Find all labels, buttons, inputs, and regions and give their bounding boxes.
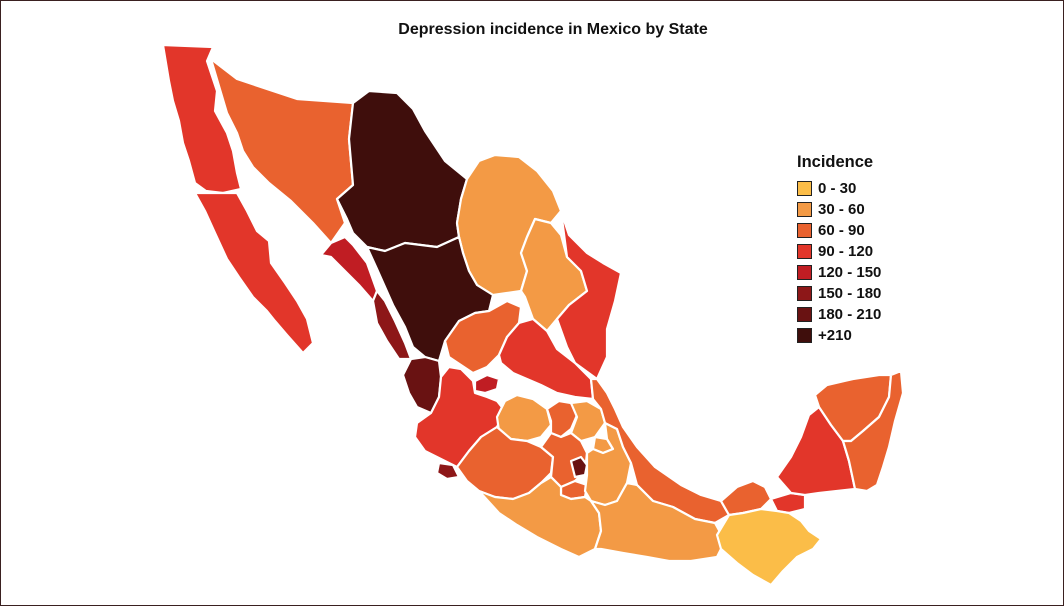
region-guerrero — [477, 475, 603, 559]
legend-label: 90 - 120 — [818, 243, 874, 260]
legend-swatch — [797, 202, 812, 217]
map-legend: Incidence 0 - 30 30 - 60 60 - 90 90 - 120 12… — [797, 153, 881, 346]
region-zacatecas — [443, 299, 523, 375]
legend-item: 180 - 210 — [797, 304, 881, 325]
legend-item: 0 - 30 — [797, 178, 881, 199]
region-queretaro — [545, 399, 579, 439]
legend-swatch — [797, 223, 812, 238]
legend-label: 180 - 210 — [818, 306, 882, 323]
region-chiapas — [715, 507, 823, 587]
legend-label: 0 - 30 — [818, 180, 857, 197]
legend-swatch — [797, 328, 812, 343]
legend-label: 30 - 60 — [818, 201, 865, 218]
legend-swatch — [797, 286, 812, 301]
region-baja-california-sur — [193, 191, 315, 355]
region-quintana-roo — [841, 369, 905, 493]
region-aguascalientes — [473, 373, 501, 395]
legend-item: +210 — [797, 325, 881, 346]
legend-item: 60 - 90 — [797, 220, 881, 241]
region-cdmx — [569, 455, 589, 479]
legend-label: 120 - 150 — [818, 264, 882, 281]
region-chihuahua — [335, 89, 469, 253]
legend-entries: 0 - 30 30 - 60 60 - 90 90 - 120 120 - 150 150… — [797, 178, 881, 346]
legend-label: +210 — [818, 327, 852, 344]
legend-item: 150 - 180 — [797, 283, 881, 304]
legend-swatch — [797, 307, 812, 322]
legend-item: 30 - 60 — [797, 199, 881, 220]
region-guanajuato — [495, 393, 553, 443]
map-title: Depression incidence in Mexico by State — [398, 21, 708, 38]
legend-swatch — [797, 181, 812, 196]
legend-item: 90 - 120 — [797, 241, 881, 262]
region-colima — [435, 461, 461, 481]
legend-swatch — [797, 244, 812, 259]
region-san-luis-potosi — [497, 317, 595, 401]
legend-title: Incidence — [797, 153, 874, 171]
region-baja-california — [161, 43, 243, 195]
legend-label: 150 - 180 — [818, 285, 882, 302]
region-sinaloa-south — [371, 289, 413, 361]
legend-label: 60 - 90 — [818, 222, 865, 239]
legend-item: 120 - 150 — [797, 262, 881, 283]
legend-swatch — [797, 265, 812, 280]
